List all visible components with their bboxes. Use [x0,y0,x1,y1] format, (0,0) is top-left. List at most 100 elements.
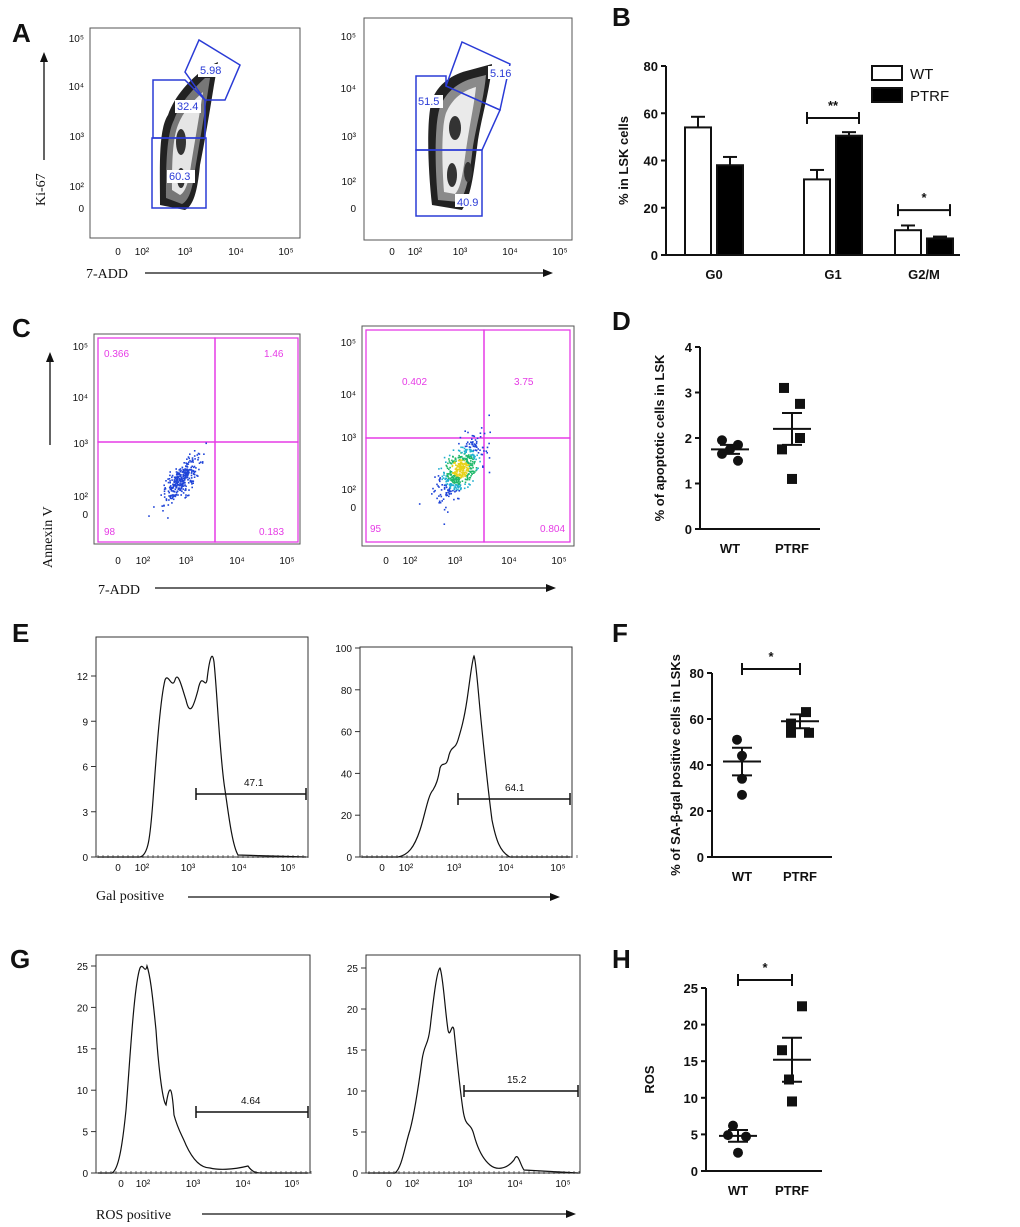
event-dot [455,467,458,469]
event-dot [193,455,196,457]
event-dot [468,478,471,481]
event-dot [459,484,462,486]
y-tick-label: 10³ [70,132,85,143]
event-dot [460,465,463,468]
event-dot [460,466,462,469]
event-dot [480,453,483,456]
event-dot [187,469,189,472]
event-dot [176,472,178,475]
event-dot [186,473,188,475]
event-dot [179,482,181,485]
event-dot [168,478,171,480]
data-point-ptrf [801,707,811,718]
event-dot [462,469,465,472]
event-dot [192,459,194,462]
y-tick-label: 20 [644,201,658,216]
event-dot [178,483,180,486]
event-dot [440,467,443,470]
event-dot [191,457,194,459]
event-dot [174,477,176,480]
quadrant-ll-label: 98 [104,527,116,538]
data-point-wt [737,789,747,800]
event-dot [172,485,175,487]
bar-ptrf-g1 [835,134,863,257]
event-dot [443,508,446,511]
event-dot [455,490,458,492]
event-dot [201,462,204,464]
gate-g1 [152,79,206,139]
event-dot [164,488,167,490]
y-tick-label: 6 [82,763,88,774]
event-dot [165,480,167,482]
event-dot [467,456,469,459]
event-dot [181,479,183,481]
event-dot [171,494,174,496]
y-tick-label: 15 [77,1045,89,1056]
event-dot [188,471,190,474]
event-dot [446,467,449,470]
event-dot [462,468,464,470]
event-dot [437,475,440,477]
event-dot [467,486,469,488]
event-dot [472,466,474,469]
significance-marker: ** [828,98,839,113]
event-dot [482,465,484,467]
event-dot [456,475,458,478]
event-dot [441,475,444,478]
event-dot [169,474,171,477]
event-dot [175,468,177,470]
event-dot [452,489,454,492]
seven-add-c-axis-label: 7-ADD [98,583,140,598]
event-dot [438,486,440,488]
event-dot [460,452,462,454]
event-dot [196,474,198,477]
event-dot [440,489,443,491]
event-dot [186,472,188,474]
event-dot [465,451,467,453]
event-dot [462,457,464,460]
event-dot [468,483,470,485]
event-dot [449,487,452,489]
event-dot [445,484,447,487]
event-dot [186,466,189,468]
event-dot [465,457,467,460]
event-dot [448,491,451,493]
event-dot [439,480,441,483]
event-dot [454,486,456,488]
event-dot [433,490,435,493]
panel-label-c: C [12,313,31,343]
gate-g0-label: 60.3 [169,171,190,183]
event-dot [190,466,192,469]
event-dot [470,464,472,466]
event-dot [454,472,457,474]
event-dot [449,470,452,472]
event-dot [432,487,434,490]
event-dot [445,506,447,509]
data-point-ptrf [786,718,796,729]
event-dot [459,474,461,477]
panel-c-left-plot: 0.366 1.46 98 0.183 [93,333,301,545]
event-dot [448,478,450,481]
event-dot [185,462,187,464]
event-dot [471,441,474,444]
event-dot [172,486,175,488]
event-dot [183,462,185,464]
event-dot [449,490,452,492]
event-dot [445,461,447,463]
event-dot [168,499,170,501]
event-dot [177,481,179,483]
event-dot [471,470,474,472]
event-dot [176,483,179,485]
data-point-wt [717,435,727,446]
event-dot [165,498,168,500]
event-dot [473,461,476,464]
event-dot [467,469,469,471]
y-axis-label: ROS [642,1065,657,1094]
y-tick-label: 20 [690,804,704,819]
event-dot [442,477,445,479]
event-dot [461,467,464,470]
event-dot [470,460,472,462]
event-dot [187,463,190,465]
event-dot [445,477,447,480]
